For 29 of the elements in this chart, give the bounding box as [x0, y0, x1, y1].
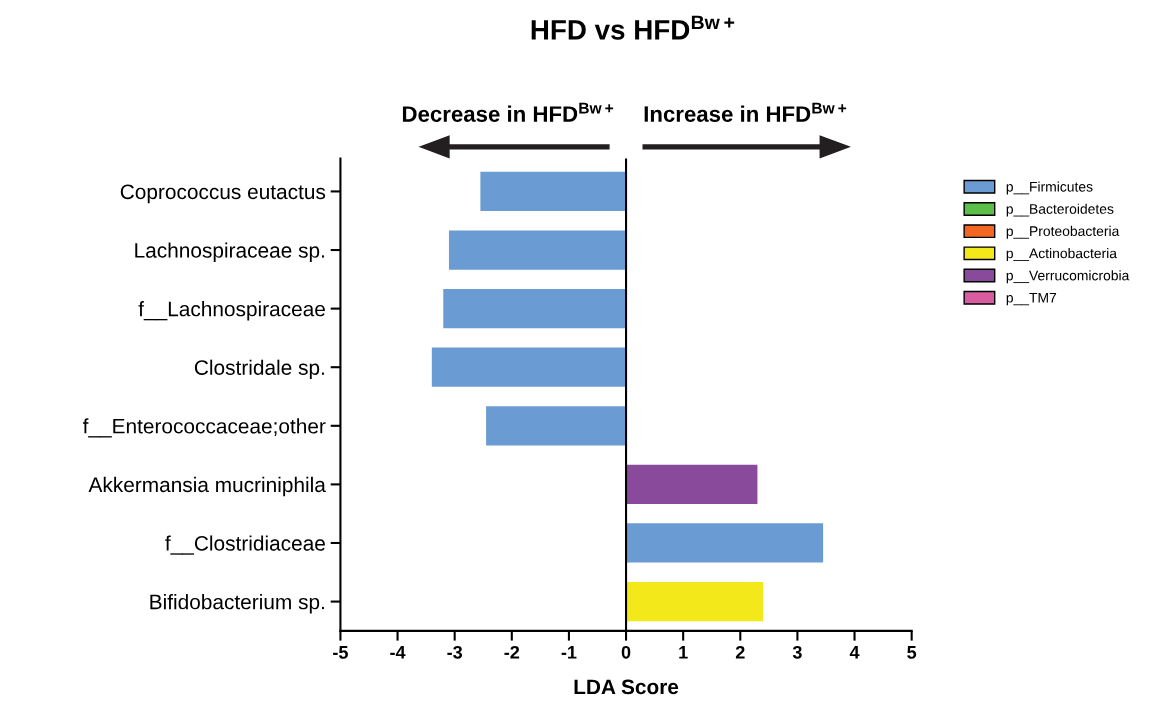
y-tick-label: Clostridale sp. — [194, 359, 324, 380]
x-axis-title: LDA Score — [574, 679, 679, 695]
text: Decrease in HFD$^{Bw+}$ — [402, 102, 614, 122]
x-tick-label: 4 — [849, 646, 860, 659]
y-tick-label: f__Enterococcaceae;other — [82, 418, 326, 438]
x-tick-label: -3 — [447, 645, 463, 659]
x-tick-label: 3 — [792, 645, 802, 659]
legend-label: p__TM7 — [1006, 292, 1057, 306]
y-tick-label: Bifidobacterium sp. — [150, 594, 324, 614]
y-tick-label: Lachnospiraceae sp. — [135, 242, 324, 262]
y-tick-label: f__Clostridiaceae — [165, 535, 325, 555]
legend-label: p__Actinobacteria — [1006, 248, 1117, 261]
y-tick-label: f__Lachnospiraceae — [138, 301, 325, 321]
legend-label: p__Verrucomicrobia — [1006, 270, 1130, 284]
x-tick-label: 2 — [735, 645, 745, 659]
x-tick-label: -4 — [390, 646, 406, 659]
x-tick-label: -1 — [561, 646, 577, 659]
legend-label: p__Firmicutes — [1006, 181, 1093, 195]
x-tick-label: -2 — [504, 645, 520, 659]
legend-label: p__Proteobacteria — [1006, 225, 1120, 239]
y-tick-label: Akkermansia mucriniphila — [88, 476, 326, 497]
x-tick-label: 5 — [907, 646, 917, 659]
legend-label: p__Bacteroidetes — [1006, 203, 1114, 217]
y-tick-label: Coprococcus eutactus — [120, 184, 326, 204]
x-tick-label: 1 — [679, 646, 688, 659]
x-tick-label: 0 — [621, 645, 631, 659]
text: Increase in HFD$^{Bw+}$ — [644, 102, 847, 122]
x-tick-label: -5 — [333, 646, 348, 659]
chart-title: HFD vs HFD$^{Bw+}$ — [531, 15, 735, 40]
